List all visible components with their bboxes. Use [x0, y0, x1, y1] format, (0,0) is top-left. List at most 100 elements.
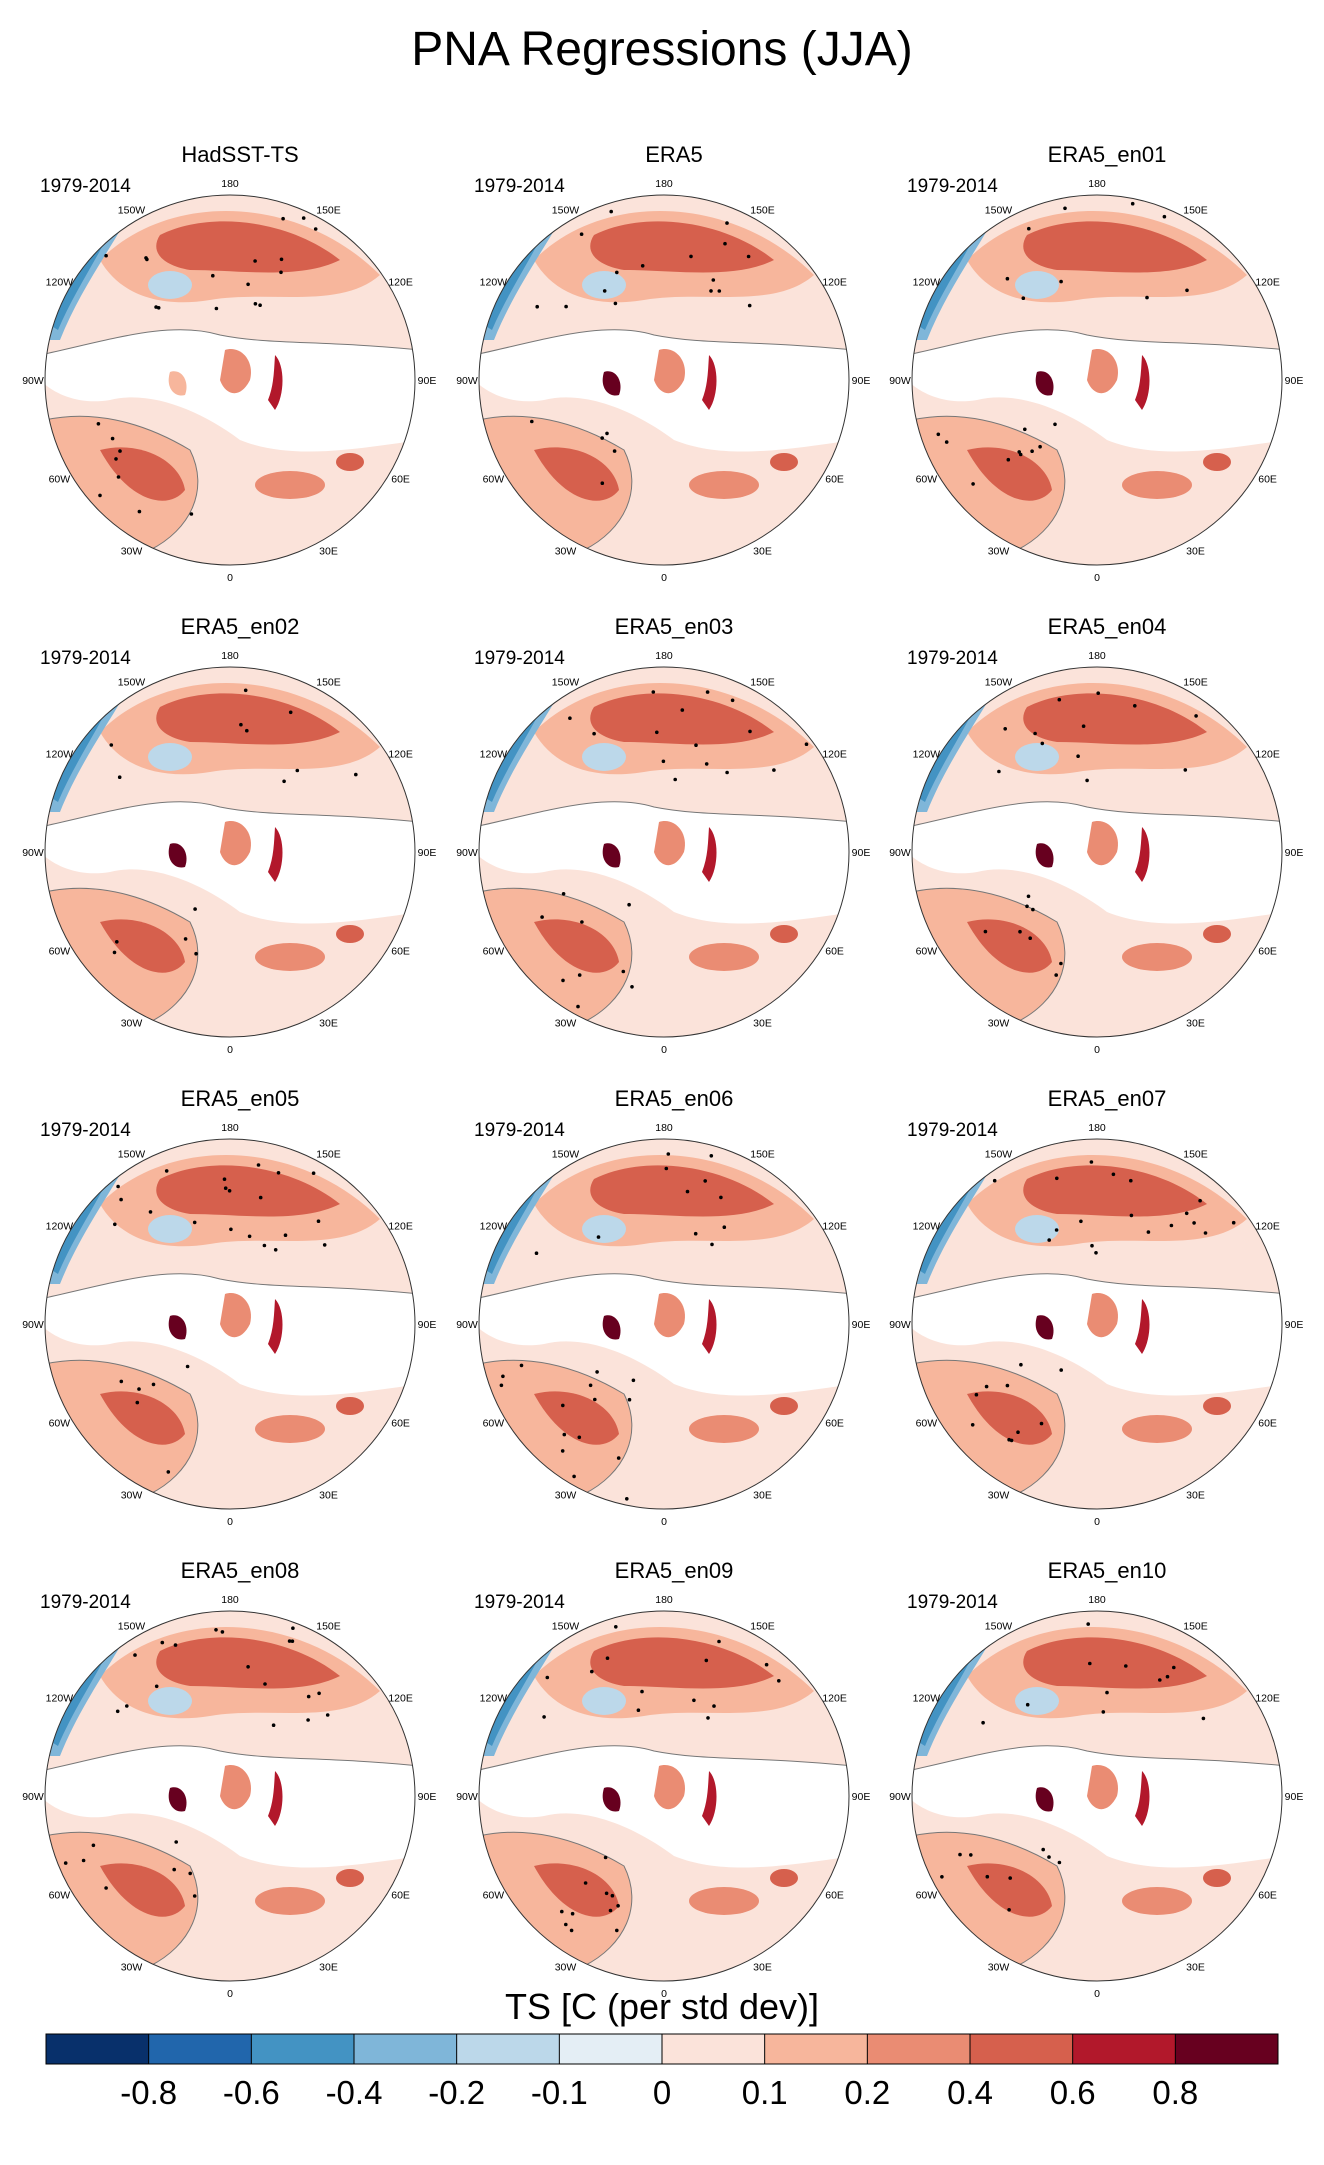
polar-map: 180 150E 120E 90E 60E 30E 0 30W 60W 90W 120W 150W [889, 1122, 1304, 1528]
map-panel: 180 150E 120E 90E 60E 30E 0 30W 60W 90W 120W 150W ER… [889, 1558, 1307, 2000]
longitude-label: 60W [483, 1418, 505, 1430]
longitude-label: 150W [985, 1148, 1013, 1160]
longitude-label: 90W [889, 375, 911, 387]
longitude-label: 30E [753, 1962, 772, 1974]
longitude-label: 30W [988, 1962, 1010, 1974]
longitude-label: 150W [118, 1148, 146, 1160]
panel-period: 1979-2014 [40, 1120, 131, 1141]
colorbar-tick-label: 0.8 [1152, 2074, 1198, 2111]
colorbar-tick-label: -0.2 [428, 2074, 485, 2111]
panel-period: 1979-2014 [40, 1592, 131, 1613]
longitude-label: 60W [483, 946, 505, 958]
longitude-label: 60E [391, 1890, 410, 1902]
map-panel: 180 150E 120E 90E 60E 30E 0 30W 60W 90W 120W 150W ER… [22, 1086, 440, 1528]
longitude-label: 120E [1255, 1693, 1280, 1705]
map-boundary [478, 666, 850, 1038]
map-boundary [44, 1610, 416, 1982]
map-boundary [44, 1138, 416, 1510]
longitude-label: 150E [316, 204, 341, 216]
map-panel: 180 150E 120E 90E 60E 30E 0 30W 60W 90W 120W 150W ER… [456, 1558, 874, 2000]
longitude-label: 60W [916, 1418, 938, 1430]
longitude-label: 90W [456, 1791, 478, 1803]
longitude-label: 120E [1255, 749, 1280, 761]
longitude-label: 150E [750, 1620, 775, 1632]
longitude-label: 90W [22, 1319, 44, 1331]
longitude-label: 120W [913, 749, 941, 761]
panel-period: 1979-2014 [474, 648, 565, 669]
longitude-label: 0 [661, 1988, 667, 2000]
longitude-label: 60E [1258, 946, 1277, 958]
longitude-label: 90E [418, 375, 437, 387]
panel-title: ERA5_en01 [1047, 142, 1167, 167]
longitude-label: 60E [825, 1418, 844, 1430]
longitude-label: 150W [552, 204, 580, 216]
map-boundary [478, 1138, 850, 1510]
longitude-label: 180 [221, 178, 239, 190]
longitude-label: 90E [1285, 1319, 1304, 1331]
longitude-label: 150E [1183, 1148, 1208, 1160]
longitude-label: 180 [1088, 1122, 1106, 1134]
colorbar-tick-label: 0.6 [1050, 2074, 1096, 2111]
longitude-label: 120W [46, 749, 74, 761]
colorbar-segment [148, 2034, 252, 2064]
longitude-label: 90E [418, 1319, 437, 1331]
longitude-label: 150E [316, 1148, 341, 1160]
longitude-label: 150E [1183, 676, 1208, 688]
longitude-label: 150E [316, 1620, 341, 1632]
longitude-label: 180 [655, 178, 673, 190]
longitude-label: 90W [889, 1791, 911, 1803]
map-panel: 180 150E 120E 90E 60E 30E 0 30W 60W 90W 120W 150W Ha… [22, 142, 440, 584]
panel-period: 1979-2014 [40, 648, 131, 669]
panel-period: 1979-2014 [907, 648, 998, 669]
panel-title: ERA5_en07 [1047, 1086, 1167, 1111]
polar-map: 180 150E 120E 90E 60E 30E 0 30W 60W 90W 120W 150W [456, 1122, 870, 1528]
longitude-label: 30E [319, 1490, 338, 1502]
longitude-label: 90W [889, 847, 911, 859]
longitude-label: 30W [988, 546, 1010, 558]
longitude-label: 90E [1285, 1791, 1304, 1803]
longitude-label: 30W [555, 546, 577, 558]
longitude-label: 0 [227, 1516, 233, 1528]
polar-map: 180 150E 120E 90E 60E 30E 0 30W 60W 90W 120W 150W [22, 1594, 437, 2000]
panel-title: ERA5_en10 [1047, 1558, 1167, 1583]
panel-title: ERA5_en09 [614, 1558, 734, 1583]
colorbar-segment [456, 2034, 560, 2064]
longitude-label: 150E [1183, 204, 1208, 216]
polar-map: 180 150E 120E 90E 60E 30E 0 30W 60W 90W 120W 150W [22, 650, 436, 1056]
longitude-label: 180 [221, 1594, 239, 1606]
longitude-label: 30W [121, 1490, 143, 1502]
longitude-label: 90W [889, 1319, 911, 1331]
colorbar-segment [559, 2034, 663, 2064]
longitude-label: 60W [49, 946, 71, 958]
longitude-label: 180 [221, 650, 239, 662]
longitude-label: 30E [319, 1018, 338, 1030]
longitude-label: 30W [988, 1490, 1010, 1502]
longitude-label: 30E [1186, 1018, 1205, 1030]
longitude-label: 180 [655, 1594, 673, 1606]
colorbar-tick-label: -0.6 [223, 2074, 280, 2111]
panel-period: 1979-2014 [907, 1592, 998, 1613]
map-panel: 180 150E 120E 90E 60E 30E 0 30W 60W 90W 120W 150W ER… [22, 1558, 440, 2000]
longitude-label: 30W [988, 1018, 1010, 1030]
longitude-label: 90W [456, 1319, 478, 1331]
panel-period: 1979-2014 [907, 1120, 998, 1141]
longitude-label: 0 [227, 1988, 233, 2000]
panel-period: 1979-2014 [40, 176, 131, 197]
map-boundary [44, 666, 416, 1038]
colorbar-tick-label: 0.1 [742, 2074, 788, 2111]
longitude-label: 120W [480, 1693, 508, 1705]
longitude-label: 60E [391, 1418, 410, 1430]
panel-title: ERA5_en02 [180, 614, 300, 639]
longitude-label: 180 [1088, 178, 1106, 190]
panel-title: ERA5 [645, 142, 703, 167]
longitude-label: 60W [916, 474, 938, 486]
longitude-label: 150W [552, 1620, 580, 1632]
panel-title: ERA5_en03 [614, 614, 734, 639]
longitude-label: 120E [388, 749, 413, 761]
longitude-label: 30E [319, 1962, 338, 1974]
longitude-label: 30E [753, 546, 772, 558]
map-boundary [911, 1610, 1283, 1982]
longitude-label: 180 [1088, 1594, 1106, 1606]
longitude-label: 30E [1186, 1962, 1205, 1974]
longitude-label: 90E [418, 1791, 437, 1803]
